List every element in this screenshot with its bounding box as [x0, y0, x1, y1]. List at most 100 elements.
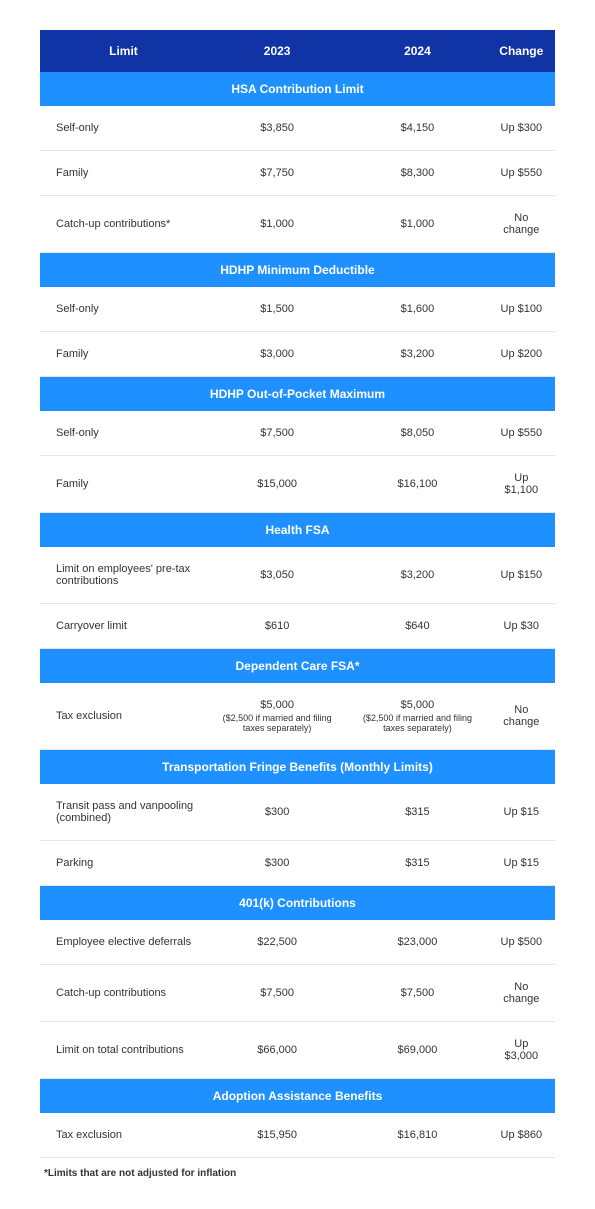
row-2024: $16,810 — [347, 1113, 487, 1158]
row-2023: $1,000 — [207, 196, 347, 253]
section-title: Adoption Assistance Benefits — [40, 1079, 555, 1114]
row-2024: $16,100 — [347, 456, 487, 513]
row-label: Limit on employees' pre-tax contribution… — [40, 547, 207, 604]
col-change: Change — [488, 30, 555, 72]
row-change: Up $550 — [488, 151, 555, 196]
row-label: Family — [40, 332, 207, 377]
row-2023: $15,000 — [207, 456, 347, 513]
row-2023: $3,050 — [207, 547, 347, 604]
section-header: Health FSA — [40, 513, 555, 548]
row-change: No change — [488, 196, 555, 253]
row-2024: $640 — [347, 604, 487, 649]
footnote: *Limits that are not adjusted for inflat… — [40, 1168, 555, 1179]
table-row: Limit on employees' pre-tax contribution… — [40, 547, 555, 604]
table-row: Parking$300$315Up $15 — [40, 841, 555, 886]
row-label: Employee elective deferrals — [40, 920, 207, 965]
row-2023: $610 — [207, 604, 347, 649]
row-label: Tax exclusion — [40, 1113, 207, 1158]
section-title: HDHP Out-of-Pocket Maximum — [40, 377, 555, 412]
row-change: Up $550 — [488, 411, 555, 456]
row-change: Up $1,100 — [488, 456, 555, 513]
table-row: Catch-up contributions*$1,000$1,000No ch… — [40, 196, 555, 253]
row-2024: $7,500 — [347, 965, 487, 1022]
section-header: 401(k) Contributions — [40, 886, 555, 921]
row-label: Limit on total contributions — [40, 1022, 207, 1079]
limits-table: Limit 2023 2024 Change HSA Contribution … — [40, 30, 555, 1158]
row-change: Up $30 — [488, 604, 555, 649]
row-2024-sub: ($2,500 if married and filing taxes sepa… — [357, 713, 477, 733]
table-row: Family$15,000$16,100Up $1,100 — [40, 456, 555, 513]
row-change: Up $15 — [488, 784, 555, 841]
row-2024: $5,000($2,500 if married and filing taxe… — [347, 683, 487, 750]
row-label: Catch-up contributions* — [40, 196, 207, 253]
row-label: Family — [40, 456, 207, 513]
row-change: Up $3,000 — [488, 1022, 555, 1079]
section-header: Transportation Fringe Benefits (Monthly … — [40, 750, 555, 785]
table-row: Family$7,750$8,300Up $550 — [40, 151, 555, 196]
table-row: Tax exclusion$15,950$16,810Up $860 — [40, 1113, 555, 1158]
table-row: Self-only$3,850$4,150Up $300 — [40, 106, 555, 151]
section-title: 401(k) Contributions — [40, 886, 555, 921]
row-label: Tax exclusion — [40, 683, 207, 750]
table-row: Limit on total contributions$66,000$69,0… — [40, 1022, 555, 1079]
row-label: Carryover limit — [40, 604, 207, 649]
row-change: Up $500 — [488, 920, 555, 965]
row-2023: $66,000 — [207, 1022, 347, 1079]
section-title: Transportation Fringe Benefits (Monthly … — [40, 750, 555, 785]
section-title: HDHP Minimum Deductible — [40, 253, 555, 288]
row-2024: $4,150 — [347, 106, 487, 151]
row-2024: $3,200 — [347, 332, 487, 377]
row-label: Catch-up contributions — [40, 965, 207, 1022]
row-2024: $3,200 — [347, 547, 487, 604]
row-2024: $69,000 — [347, 1022, 487, 1079]
section-title: Dependent Care FSA* — [40, 649, 555, 684]
table-row: Family$3,000$3,200Up $200 — [40, 332, 555, 377]
table-row: Carryover limit$610$640Up $30 — [40, 604, 555, 649]
row-label: Parking — [40, 841, 207, 886]
row-change: Up $860 — [488, 1113, 555, 1158]
row-2024: $23,000 — [347, 920, 487, 965]
row-2023: $15,950 — [207, 1113, 347, 1158]
row-label: Self-only — [40, 411, 207, 456]
col-2024: 2024 — [347, 30, 487, 72]
row-2024: $315 — [347, 784, 487, 841]
row-label: Family — [40, 151, 207, 196]
row-2023: $3,850 — [207, 106, 347, 151]
row-2023: $300 — [207, 841, 347, 886]
row-2023: $3,000 — [207, 332, 347, 377]
row-change: Up $15 — [488, 841, 555, 886]
section-header: Dependent Care FSA* — [40, 649, 555, 684]
row-change: Up $300 — [488, 106, 555, 151]
table-row: Self-only$1,500$1,600Up $100 — [40, 287, 555, 332]
row-change: Up $200 — [488, 332, 555, 377]
header-row: Limit 2023 2024 Change — [40, 30, 555, 72]
section-header: HSA Contribution Limit — [40, 72, 555, 106]
section-title: HSA Contribution Limit — [40, 72, 555, 106]
row-2023: $7,750 — [207, 151, 347, 196]
row-2024: $1,600 — [347, 287, 487, 332]
row-2023-sub: ($2,500 if married and filing taxes sepa… — [217, 713, 337, 733]
row-2023: $7,500 — [207, 411, 347, 456]
row-2023: $7,500 — [207, 965, 347, 1022]
table-row: Tax exclusion$5,000($2,500 if married an… — [40, 683, 555, 750]
row-2024: $8,050 — [347, 411, 487, 456]
section-header: Adoption Assistance Benefits — [40, 1079, 555, 1114]
row-2023: $300 — [207, 784, 347, 841]
table-row: Transit pass and vanpooling (combined)$3… — [40, 784, 555, 841]
table-row: Catch-up contributions$7,500$7,500No cha… — [40, 965, 555, 1022]
row-change: Up $100 — [488, 287, 555, 332]
row-change: Up $150 — [488, 547, 555, 604]
row-change: No change — [488, 965, 555, 1022]
row-label: Self-only — [40, 106, 207, 151]
row-2023: $5,000($2,500 if married and filing taxe… — [207, 683, 347, 750]
section-header: HDHP Minimum Deductible — [40, 253, 555, 288]
row-2024: $1,000 — [347, 196, 487, 253]
section-header: HDHP Out-of-Pocket Maximum — [40, 377, 555, 412]
table-row: Self-only$7,500$8,050Up $550 — [40, 411, 555, 456]
row-label: Self-only — [40, 287, 207, 332]
row-2024: $8,300 — [347, 151, 487, 196]
row-2024: $315 — [347, 841, 487, 886]
section-title: Health FSA — [40, 513, 555, 548]
col-limit: Limit — [40, 30, 207, 72]
row-2023: $1,500 — [207, 287, 347, 332]
